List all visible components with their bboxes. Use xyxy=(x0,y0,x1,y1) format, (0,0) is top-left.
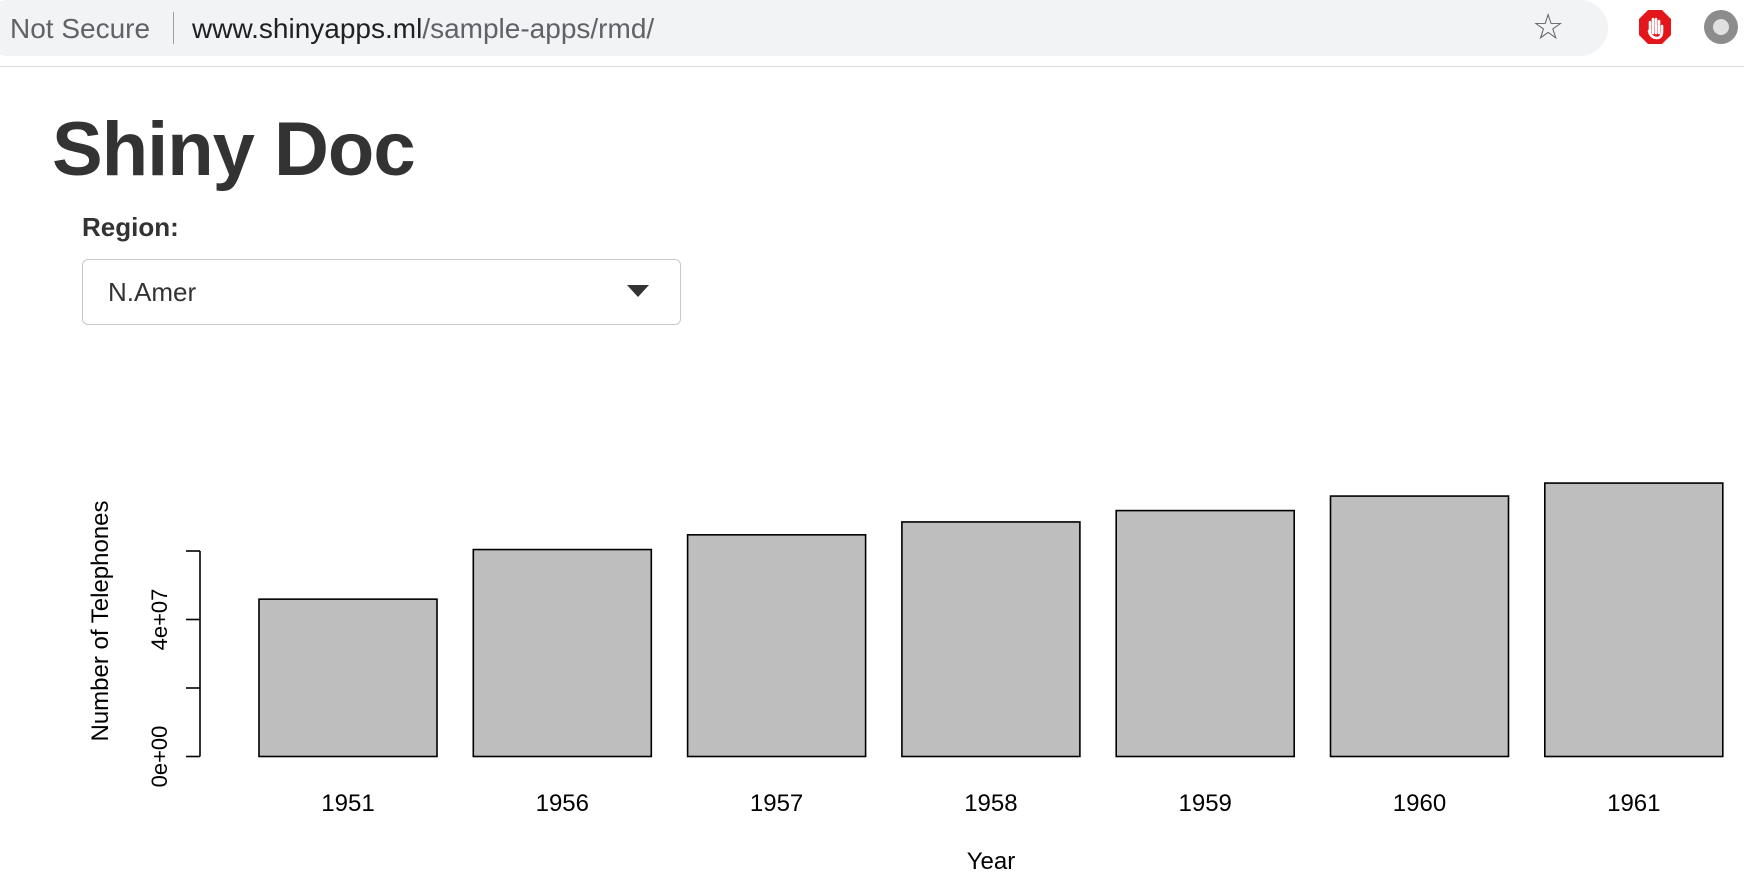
x-tick-label: 1957 xyxy=(750,790,803,817)
region-select[interactable]: N.Amer xyxy=(82,259,681,325)
bar-1957 xyxy=(686,534,867,758)
region-selected-value: N.Amer xyxy=(108,277,197,307)
caret-down-icon[interactable] xyxy=(627,285,649,297)
region-label: Region: xyxy=(82,212,179,242)
x-tick-label: 1958 xyxy=(964,790,1017,817)
bar-1961 xyxy=(1544,482,1724,758)
x-tick-labels: 1951 1956 1957 1958 1959 1960 1961 xyxy=(321,790,1660,817)
adblock-icon[interactable] xyxy=(1638,9,1672,45)
y-tick-label: 0e+00 xyxy=(147,726,172,788)
bars-group xyxy=(258,482,1724,758)
bar-1960 xyxy=(1329,495,1510,758)
page-title: Shiny Doc xyxy=(52,107,416,192)
star-icon[interactable]: ☆ xyxy=(1532,6,1565,47)
x-tick-label: 1956 xyxy=(536,790,589,817)
bar-1951 xyxy=(258,598,438,758)
y-tick-label: 4e+07 xyxy=(147,589,172,651)
bar-1956 xyxy=(472,548,653,758)
x-tick-label: 1960 xyxy=(1393,790,1446,817)
address-bar[interactable]: Not Secure www.shinyapps.ml/sample-apps/… xyxy=(0,0,1608,56)
url-text[interactable]: www.shinyapps.ml/sample-apps/rmd/ xyxy=(192,13,654,45)
url-host: www.shinyapps.ml xyxy=(192,13,423,44)
url-path: /sample-apps/rmd/ xyxy=(422,13,655,44)
y-axis: 0e+00 4e+07 xyxy=(147,550,201,788)
security-status-label[interactable]: Not Secure xyxy=(10,13,151,44)
y-axis-title: Number of Telephones xyxy=(87,500,114,741)
x-axis-title: Year xyxy=(967,848,1016,875)
url-divider xyxy=(173,12,174,44)
x-tick-label: 1951 xyxy=(321,790,374,817)
x-tick-label: 1959 xyxy=(1179,790,1232,817)
bar-1958 xyxy=(901,521,1081,758)
bar-1959 xyxy=(1115,509,1295,758)
browser-toolbar: Not Secure www.shinyapps.ml/sample-apps/… xyxy=(0,0,1744,67)
x-tick-label: 1961 xyxy=(1607,790,1660,817)
extension-icon[interactable] xyxy=(1704,10,1738,44)
